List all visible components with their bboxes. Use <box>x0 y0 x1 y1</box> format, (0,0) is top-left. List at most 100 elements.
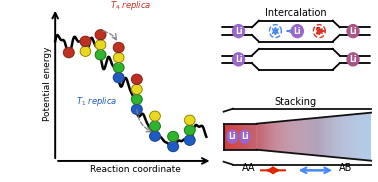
Circle shape <box>240 130 250 143</box>
Polygon shape <box>320 117 321 156</box>
Polygon shape <box>249 124 250 150</box>
Text: ?: ? <box>291 27 295 36</box>
Polygon shape <box>304 119 305 154</box>
Polygon shape <box>240 124 241 150</box>
Polygon shape <box>364 113 365 160</box>
Text: Li: Li <box>235 27 242 36</box>
Polygon shape <box>293 120 294 153</box>
Polygon shape <box>324 117 325 156</box>
Circle shape <box>113 43 124 53</box>
Polygon shape <box>247 124 248 150</box>
Text: Li: Li <box>235 55 242 64</box>
Circle shape <box>168 132 178 142</box>
Polygon shape <box>287 121 288 153</box>
Polygon shape <box>282 121 283 152</box>
Text: Stacking: Stacking <box>275 97 317 107</box>
Polygon shape <box>251 124 252 150</box>
Polygon shape <box>366 113 367 160</box>
Polygon shape <box>276 122 277 152</box>
Polygon shape <box>237 124 239 150</box>
Circle shape <box>232 53 245 66</box>
Polygon shape <box>242 124 243 150</box>
Polygon shape <box>256 124 257 150</box>
Polygon shape <box>318 118 319 156</box>
Circle shape <box>150 131 160 141</box>
Polygon shape <box>309 118 310 155</box>
Polygon shape <box>352 114 353 159</box>
Polygon shape <box>342 115 344 158</box>
Polygon shape <box>272 122 273 151</box>
Polygon shape <box>277 122 278 152</box>
Polygon shape <box>363 113 364 160</box>
Polygon shape <box>297 120 298 154</box>
Polygon shape <box>264 123 265 151</box>
Polygon shape <box>308 119 309 155</box>
Polygon shape <box>312 118 313 155</box>
Circle shape <box>232 25 245 38</box>
Circle shape <box>95 50 106 60</box>
Polygon shape <box>248 124 249 150</box>
Polygon shape <box>329 117 330 157</box>
Polygon shape <box>347 115 349 159</box>
Polygon shape <box>268 122 269 151</box>
Circle shape <box>64 48 74 58</box>
Polygon shape <box>334 116 335 157</box>
Polygon shape <box>273 122 274 151</box>
Polygon shape <box>296 120 297 154</box>
Circle shape <box>168 142 178 152</box>
Polygon shape <box>284 121 285 152</box>
Polygon shape <box>267 123 268 151</box>
Polygon shape <box>262 123 263 150</box>
Polygon shape <box>253 124 254 150</box>
Polygon shape <box>335 116 336 157</box>
Polygon shape <box>333 116 334 157</box>
Polygon shape <box>288 120 290 153</box>
Polygon shape <box>301 119 302 154</box>
Circle shape <box>184 115 195 125</box>
Polygon shape <box>332 116 333 157</box>
Polygon shape <box>305 119 306 155</box>
Polygon shape <box>226 124 228 150</box>
Text: AA: AA <box>242 163 256 173</box>
Polygon shape <box>331 116 332 157</box>
Circle shape <box>80 36 91 46</box>
Polygon shape <box>350 114 352 159</box>
Polygon shape <box>225 124 226 150</box>
Text: $T_4$ replica: $T_4$ replica <box>110 0 151 12</box>
Text: Intercalation: Intercalation <box>265 8 327 18</box>
Circle shape <box>347 25 359 38</box>
Polygon shape <box>241 124 242 150</box>
Polygon shape <box>266 123 267 151</box>
Polygon shape <box>355 114 356 159</box>
Text: $T_1$ replica: $T_1$ replica <box>76 95 118 108</box>
Polygon shape <box>254 124 255 150</box>
Polygon shape <box>229 124 231 150</box>
Polygon shape <box>231 124 232 150</box>
Circle shape <box>184 135 195 145</box>
Polygon shape <box>250 124 251 150</box>
Polygon shape <box>234 124 235 150</box>
Polygon shape <box>341 116 342 158</box>
Polygon shape <box>299 119 300 154</box>
Polygon shape <box>245 124 246 150</box>
Polygon shape <box>357 114 358 159</box>
Text: Li: Li <box>294 27 301 36</box>
Polygon shape <box>236 124 237 150</box>
Polygon shape <box>328 117 329 157</box>
Polygon shape <box>323 117 324 156</box>
Polygon shape <box>306 119 307 155</box>
Polygon shape <box>326 117 327 157</box>
Polygon shape <box>239 124 240 150</box>
Polygon shape <box>321 117 322 156</box>
Polygon shape <box>325 117 326 156</box>
Polygon shape <box>295 120 296 154</box>
Polygon shape <box>290 120 291 153</box>
Polygon shape <box>257 124 258 150</box>
Polygon shape <box>349 115 350 159</box>
Polygon shape <box>298 120 299 154</box>
Polygon shape <box>314 118 315 155</box>
Circle shape <box>347 53 359 66</box>
Polygon shape <box>368 113 369 161</box>
Polygon shape <box>228 124 229 150</box>
Circle shape <box>132 74 142 84</box>
